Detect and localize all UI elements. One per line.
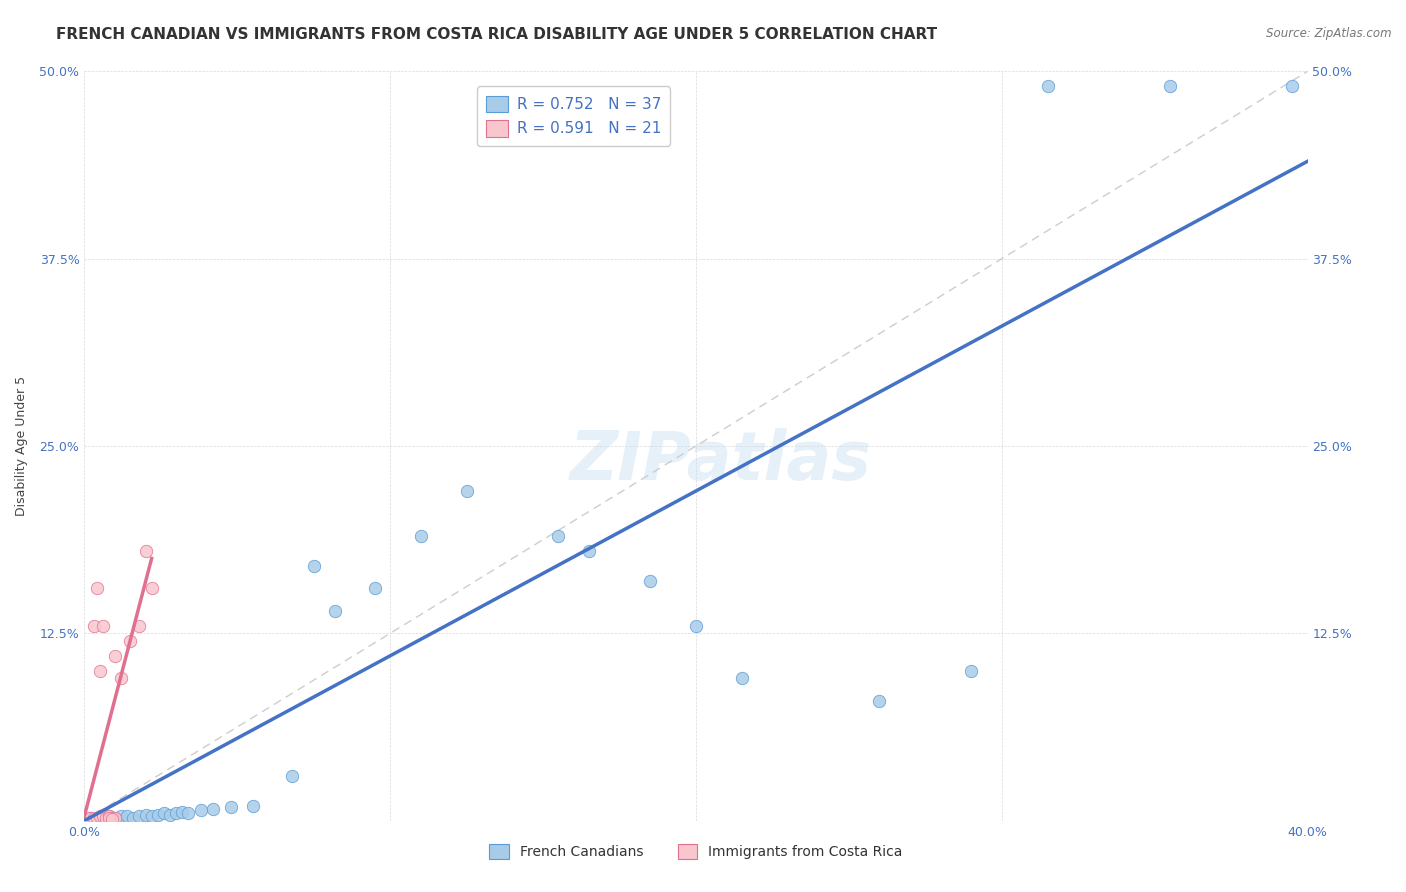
Point: [153, 806, 176, 821]
Point: [141, 582, 163, 596]
Point: [242, 798, 264, 813]
Point: [219, 800, 242, 814]
Point: [104, 811, 127, 825]
Point: [201, 802, 224, 816]
Point: [83, 811, 105, 825]
Text: Source: ZipAtlas.com: Source: ZipAtlas.com: [1267, 27, 1392, 40]
Point: [578, 544, 600, 558]
Point: [547, 529, 569, 543]
Point: [104, 811, 127, 825]
Point: [104, 648, 127, 663]
Point: [89, 664, 111, 678]
Point: [101, 812, 124, 826]
Point: [1036, 79, 1059, 94]
Point: [159, 807, 181, 822]
Point: [86, 582, 108, 596]
Point: [146, 807, 169, 822]
Y-axis label: Disability Age Under 5: Disability Age Under 5: [15, 376, 28, 516]
Point: [97, 811, 120, 825]
Point: [302, 558, 325, 573]
Point: [91, 809, 114, 823]
Point: [141, 809, 163, 823]
Point: [685, 619, 707, 633]
Point: [91, 811, 114, 825]
Point: [79, 811, 101, 825]
Point: [97, 809, 120, 823]
Point: [456, 483, 478, 498]
Point: [281, 769, 304, 783]
Point: [94, 811, 117, 825]
Point: [128, 809, 150, 823]
Point: [122, 811, 145, 825]
Point: [86, 812, 108, 826]
Point: [83, 619, 105, 633]
Point: [364, 582, 387, 596]
Point: [86, 811, 108, 825]
Point: [120, 633, 142, 648]
Point: [89, 809, 111, 823]
Point: [115, 809, 138, 823]
Point: [135, 807, 157, 822]
Point: [135, 544, 157, 558]
Point: [128, 619, 150, 633]
Point: [97, 809, 120, 823]
Point: [323, 604, 346, 618]
Point: [91, 619, 114, 633]
Point: [1281, 79, 1303, 94]
Point: [79, 811, 101, 825]
Point: [731, 671, 754, 685]
Point: [638, 574, 661, 588]
Text: ZIPatlas: ZIPatlas: [569, 428, 872, 494]
Point: [869, 694, 891, 708]
Point: [172, 805, 194, 819]
Point: [1159, 79, 1181, 94]
Legend: French Canadians, Immigrants from Costa Rica: French Canadians, Immigrants from Costa …: [482, 837, 910, 866]
Point: [165, 806, 187, 821]
Point: [177, 806, 200, 821]
Point: [190, 803, 212, 817]
Point: [409, 529, 432, 543]
Point: [110, 809, 132, 823]
Point: [110, 671, 132, 685]
Point: [960, 664, 983, 678]
Text: FRENCH CANADIAN VS IMMIGRANTS FROM COSTA RICA DISABILITY AGE UNDER 5 CORRELATION: FRENCH CANADIAN VS IMMIGRANTS FROM COSTA…: [56, 27, 938, 42]
Point: [101, 811, 124, 825]
